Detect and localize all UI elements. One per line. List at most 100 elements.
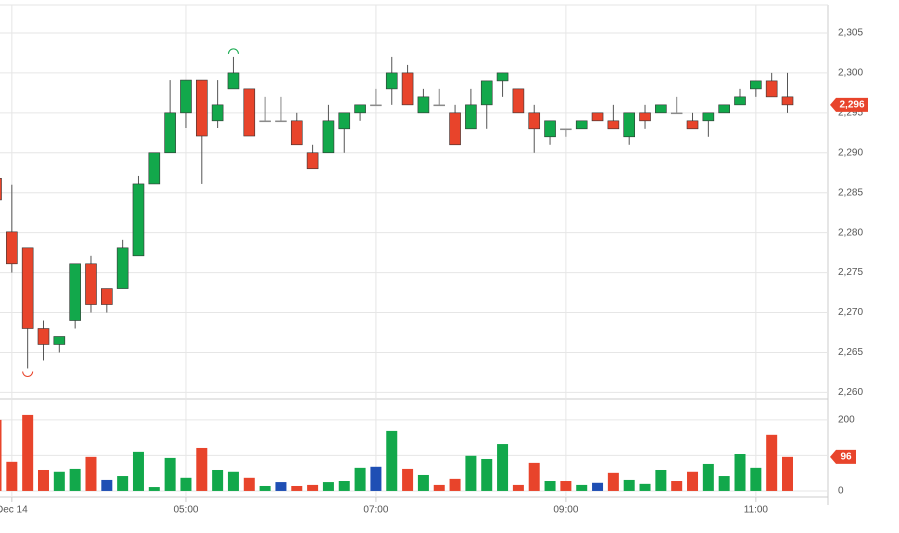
x-tick-label: Dec 14 bbox=[0, 505, 28, 516]
candle-body bbox=[575, 120, 588, 130]
volume-bar bbox=[734, 454, 746, 491]
y-tick-label: 2,280 bbox=[838, 227, 863, 238]
y-tick-label: 200 bbox=[838, 415, 855, 426]
candle-body bbox=[750, 80, 762, 90]
candle-body bbox=[781, 96, 794, 106]
y-tick-label: 0 bbox=[838, 486, 844, 497]
y-tick-label: 2,285 bbox=[838, 187, 863, 198]
volume-bar bbox=[592, 482, 604, 491]
candle-body bbox=[21, 247, 34, 329]
volume-bar bbox=[53, 471, 65, 491]
volume-bar bbox=[512, 484, 524, 491]
volume-bar bbox=[402, 468, 414, 491]
candle-body bbox=[607, 120, 620, 130]
candle-body bbox=[702, 112, 715, 122]
volume-bar bbox=[117, 476, 129, 491]
candle-body bbox=[354, 104, 366, 114]
candle-body bbox=[560, 128, 572, 131]
candle-body bbox=[734, 96, 746, 106]
y-tick-label: 2,270 bbox=[838, 307, 863, 318]
volume-tag-label: 96 bbox=[840, 451, 852, 462]
volume-bar bbox=[702, 463, 714, 491]
candle-body bbox=[670, 112, 683, 115]
volume-bar bbox=[386, 430, 398, 491]
candle-body bbox=[465, 104, 477, 130]
candle-body bbox=[528, 112, 541, 130]
volume-bar bbox=[687, 471, 699, 491]
volume-bar bbox=[782, 456, 793, 491]
volume-bar bbox=[528, 462, 540, 491]
candle-body bbox=[370, 104, 382, 107]
candle-body bbox=[306, 152, 319, 170]
price-tag-label: 2,296 bbox=[839, 99, 864, 110]
candle-body bbox=[53, 336, 66, 345]
volume-bar bbox=[354, 467, 366, 491]
candle-body bbox=[259, 120, 271, 123]
candle-body bbox=[417, 96, 430, 114]
candle-body bbox=[338, 112, 351, 130]
y-tick-label: 2,295 bbox=[838, 107, 863, 118]
volume-bar bbox=[639, 483, 651, 491]
volume-bar bbox=[481, 458, 493, 491]
volume-bar bbox=[196, 447, 208, 491]
candle-body bbox=[290, 120, 303, 146]
candle-body bbox=[718, 104, 730, 114]
volume-bar bbox=[148, 487, 160, 491]
volume-bar bbox=[164, 457, 176, 491]
volume-bar bbox=[560, 481, 572, 491]
volume-bar bbox=[655, 469, 667, 491]
y-tick-label: 2,275 bbox=[838, 267, 863, 278]
candle-body bbox=[211, 104, 224, 122]
volume-bar bbox=[671, 481, 683, 491]
candle-body bbox=[496, 72, 509, 82]
candle-body bbox=[322, 120, 335, 154]
x-tick-label: 11:00 bbox=[744, 505, 769, 516]
x-tick-label: 07:00 bbox=[363, 505, 388, 516]
candle-body bbox=[148, 152, 161, 185]
volume-bar bbox=[465, 455, 477, 491]
volume-bar bbox=[22, 414, 34, 491]
y-tick-label: 2,305 bbox=[838, 28, 863, 39]
volume-bar bbox=[291, 485, 303, 491]
candle-body bbox=[180, 79, 192, 114]
volume-bar bbox=[607, 472, 619, 491]
x-tick-label: 09:00 bbox=[553, 505, 578, 516]
candle-body bbox=[512, 88, 525, 114]
candle-body bbox=[275, 120, 287, 123]
volume-bar bbox=[259, 485, 271, 491]
candle-body bbox=[686, 120, 699, 130]
candle-body bbox=[544, 120, 556, 138]
candle-body bbox=[433, 104, 445, 107]
candle-body bbox=[85, 263, 97, 305]
volume-bar bbox=[433, 484, 445, 491]
volume-bar bbox=[37, 469, 49, 491]
volume-bar bbox=[497, 444, 509, 491]
high-marker bbox=[227, 48, 239, 54]
y-tick-label: 2,300 bbox=[838, 68, 863, 79]
candle-body bbox=[385, 72, 398, 90]
volume-bar bbox=[275, 482, 287, 491]
volume-bar bbox=[449, 478, 461, 491]
volume-bar bbox=[544, 481, 556, 491]
volume-bar bbox=[338, 481, 350, 491]
volume-bar bbox=[417, 474, 429, 491]
candle-body bbox=[116, 247, 129, 289]
volume-bar bbox=[85, 456, 97, 491]
volume-bar bbox=[322, 482, 334, 491]
volume-bar bbox=[370, 466, 382, 491]
volume-bar bbox=[69, 468, 81, 491]
volume-bar bbox=[212, 469, 224, 491]
volume-bar bbox=[6, 461, 18, 491]
candle-body bbox=[623, 112, 636, 138]
candle-body bbox=[449, 112, 461, 146]
volume-bar bbox=[718, 476, 730, 491]
candle-body bbox=[164, 112, 176, 154]
x-tick-label: 05:00 bbox=[173, 505, 198, 516]
candle-body bbox=[101, 288, 113, 305]
volume-bar bbox=[180, 477, 192, 491]
volume-tag bbox=[830, 449, 856, 464]
volume-bar bbox=[243, 477, 255, 491]
candle-body bbox=[132, 183, 145, 257]
candle-body bbox=[480, 80, 493, 106]
